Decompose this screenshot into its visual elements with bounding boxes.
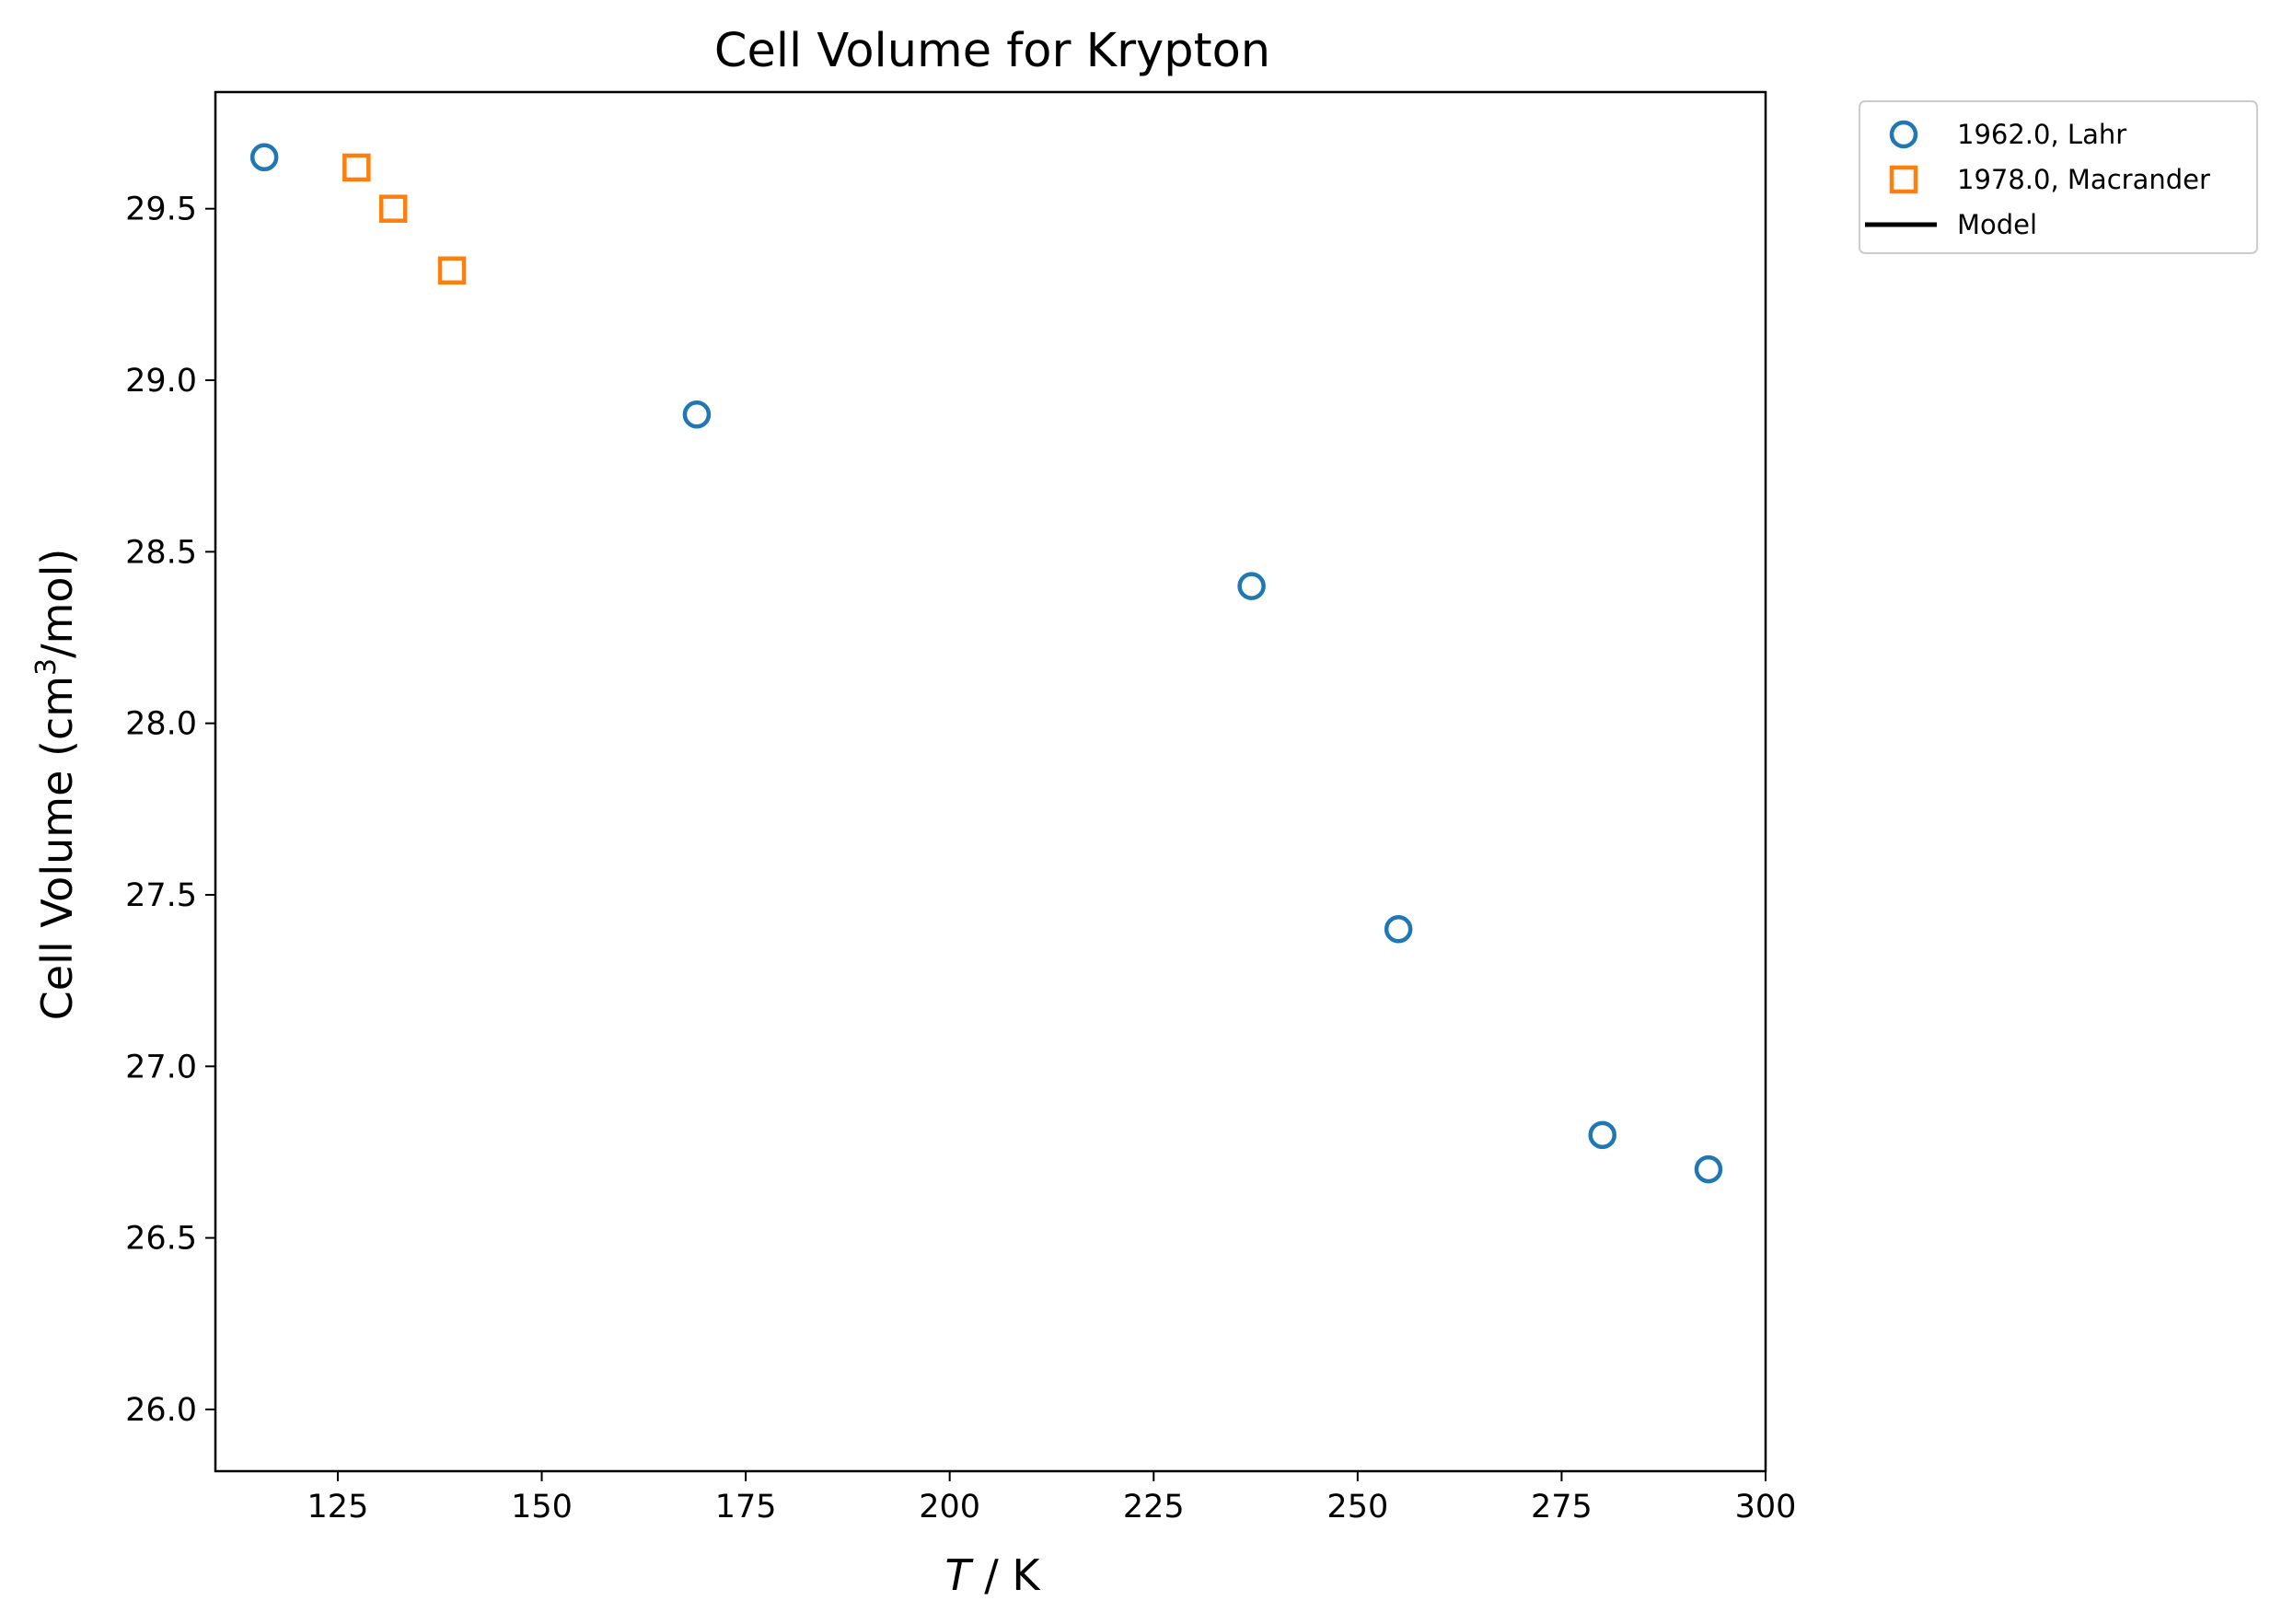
legend-marker-square bbox=[1889, 165, 1918, 194]
legend-label: Model bbox=[1957, 209, 2037, 240]
legend-frame bbox=[1859, 100, 2258, 254]
data-point bbox=[1694, 1154, 1723, 1184]
y-tick-label: 26.0 bbox=[125, 1392, 197, 1429]
data-point bbox=[1384, 914, 1413, 944]
y-tick-label: 28.5 bbox=[125, 534, 197, 571]
legend-label: 1962.0, Lahr bbox=[1957, 119, 2126, 150]
x-axis-label-unit: / K bbox=[971, 1550, 1042, 1600]
series-1978-0-macrander bbox=[342, 153, 467, 285]
x-axis-ticks: 125 150 175 200 225 250 275 300 bbox=[307, 1471, 1797, 1525]
x-tick-label: 175 bbox=[715, 1489, 777, 1525]
x-tick-label: 200 bbox=[919, 1489, 980, 1525]
x-tick-label: 300 bbox=[1735, 1489, 1797, 1525]
y-axis-label: Cell Volume (cm3/mol) bbox=[30, 549, 82, 1021]
plot-frame bbox=[214, 90, 1767, 1473]
x-tick-label: 275 bbox=[1531, 1489, 1593, 1525]
y-tick-label: 28.0 bbox=[125, 706, 197, 743]
data-point bbox=[682, 400, 712, 429]
series-1962-0-lahr bbox=[249, 143, 1723, 1184]
legend-label: 1978.0, Macrander bbox=[1957, 164, 2210, 195]
data-point bbox=[1237, 572, 1266, 600]
y-axis-label-tail: /mol) bbox=[32, 549, 82, 658]
data-point bbox=[1588, 1120, 1616, 1150]
chart-title: Cell Volume for Krypton bbox=[714, 24, 1270, 78]
data-point bbox=[249, 143, 279, 172]
series-layer bbox=[249, 143, 1723, 1184]
data-point bbox=[378, 194, 408, 223]
y-axis-label-base: Cell Volume (cm bbox=[32, 676, 82, 1020]
y-tick-label: 27.0 bbox=[125, 1049, 197, 1085]
y-axis-ticks: 26.0 26.5 27.0 27.5 28.0 28.5 29.0 29.5 bbox=[125, 191, 215, 1429]
y-tick-label: 27.5 bbox=[125, 877, 197, 914]
legend-marker-circle bbox=[1889, 120, 1918, 149]
y-tick-label: 29.5 bbox=[125, 191, 197, 228]
y-tick-label: 29.0 bbox=[125, 363, 197, 400]
x-tick-label: 225 bbox=[1123, 1489, 1185, 1525]
plot-area bbox=[214, 90, 1767, 1473]
legend: 1962.0, Lahr 1978.0, Macrander Model bbox=[1859, 100, 2258, 254]
x-axis-label: T / K bbox=[944, 1550, 1041, 1600]
x-tick-label: 150 bbox=[511, 1489, 573, 1525]
y-axis-label-superscript: 3 bbox=[30, 658, 63, 676]
x-tick-label: 125 bbox=[307, 1489, 369, 1525]
x-axis-label-variable: T bbox=[944, 1550, 974, 1600]
data-point bbox=[437, 256, 467, 285]
data-point bbox=[342, 153, 371, 182]
x-tick-label: 250 bbox=[1326, 1489, 1388, 1525]
y-tick-label: 26.5 bbox=[125, 1221, 197, 1258]
